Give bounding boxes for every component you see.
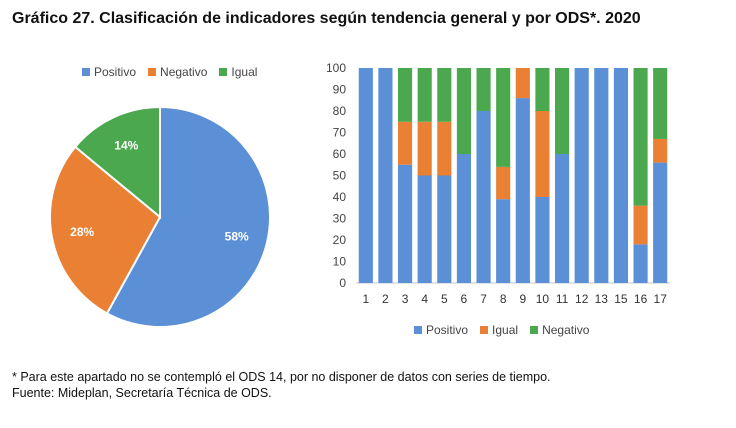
bar-segment-negativo	[535, 68, 550, 111]
legend-label: Positivo	[426, 323, 469, 337]
y-tick-label: 10	[333, 255, 347, 269]
x-tick-label: 3	[402, 292, 409, 306]
bar-segment-positivo	[398, 164, 413, 283]
bar-segment-negativo	[456, 68, 471, 154]
bar-segment-negativo	[437, 68, 452, 122]
y-tick-label: 100	[326, 61, 346, 75]
pie-slice-negativo	[48, 145, 162, 315]
bar-segment-positivo	[535, 197, 550, 283]
bar-segment-igual	[496, 166, 511, 200]
pie-slice-igual	[73, 105, 161, 220]
x-tick-label: 4	[421, 292, 428, 306]
bar-segment-positivo	[633, 244, 648, 283]
x-tick-label: 7	[480, 292, 487, 306]
bar-segment-igual	[417, 121, 432, 176]
bar-segment-negativo	[653, 68, 668, 139]
bar-segment-igual	[515, 68, 530, 99]
bar-segment-positivo	[378, 68, 393, 283]
bar-segment-positivo	[417, 175, 432, 283]
bar-segment-negativo	[496, 68, 511, 167]
x-tick-label: 2	[382, 292, 389, 306]
legend-label: Igual	[492, 323, 519, 337]
y-tick-label: 50	[333, 169, 347, 183]
x-tick-label: 17	[654, 292, 668, 306]
bar-legend-item: Igual	[480, 323, 518, 337]
x-tick-label: 12	[575, 292, 589, 306]
pie-legend: Positivo Negativo Igual	[82, 65, 257, 79]
pie-legend-item: Negativo	[148, 65, 207, 79]
legend-swatch	[148, 68, 157, 76]
bar-segment-igual	[535, 111, 550, 197]
source-note: Fuente: Mideplan, Secretaría Técnica de …	[12, 386, 272, 400]
bar-segment-igual	[398, 121, 413, 165]
x-tick-label: 9	[519, 292, 526, 306]
legend-swatch	[219, 68, 228, 76]
y-tick-label: 60	[333, 147, 347, 161]
bar-segment-igual	[653, 138, 668, 163]
bar-legend-item: Positivo	[414, 323, 468, 337]
legend-label: Igual	[231, 65, 258, 79]
legend-label: Negativo	[542, 323, 590, 337]
chart-title: Gráfico 27. Clasificación de indicadores…	[12, 10, 641, 27]
x-tick-label: 6	[461, 292, 468, 306]
x-tick-label: 15	[614, 292, 628, 306]
y-tick-label: 80	[333, 104, 347, 118]
footnote: * Para este apartado no se contempló el …	[12, 370, 551, 384]
legend-swatch	[414, 326, 422, 334]
y-tick-label: 20	[333, 233, 347, 247]
bar-segment-negativo	[398, 68, 413, 122]
bar-segment-positivo	[456, 154, 471, 283]
bar-segment-positivo	[476, 111, 491, 283]
bar-segment-positivo	[496, 199, 511, 283]
bar-segment-positivo	[574, 68, 589, 283]
legend-swatch	[82, 68, 90, 76]
bar-segment-igual	[437, 121, 452, 176]
legend-swatch	[530, 326, 539, 334]
bar-segment-positivo	[358, 68, 373, 283]
x-tick-label: 16	[634, 292, 648, 306]
x-tick-label: 10	[536, 292, 550, 306]
bar-segment-positivo	[515, 98, 530, 283]
legend-label: Negativo	[160, 65, 208, 79]
bar-segment-negativo	[555, 68, 570, 154]
pie-slice-label: 28%	[70, 225, 94, 239]
bar-legend: Positivo Igual Negativo	[414, 323, 589, 337]
bar-segment-positivo	[555, 154, 570, 283]
bar-segment-positivo	[594, 68, 609, 283]
bar-segment-negativo	[633, 68, 648, 206]
bar-segment-igual	[633, 205, 648, 245]
bar-segment-negativo	[476, 68, 491, 111]
y-tick-label: 0	[339, 276, 346, 290]
y-tick-label: 40	[333, 190, 347, 204]
x-tick-label: 8	[500, 292, 507, 306]
y-tick-label: 70	[333, 126, 347, 140]
bar-segment-positivo	[437, 175, 452, 283]
x-tick-label: 11	[556, 292, 569, 306]
legend-label: Positivo	[94, 65, 137, 79]
pie-slice-label: 14%	[114, 138, 138, 152]
pie-slice-label: 58%	[225, 230, 249, 244]
legend-swatch	[480, 326, 489, 334]
y-tick-label: 30	[333, 212, 347, 226]
bar-segment-positivo	[613, 68, 628, 283]
x-tick-label: 13	[595, 292, 609, 306]
pie-slice-positivo	[105, 105, 271, 328]
pie-legend-item: Positivo	[82, 65, 136, 79]
bar-legend-item: Negativo	[530, 323, 589, 337]
x-tick-label: 1	[362, 292, 369, 306]
x-tick-label: 5	[441, 292, 448, 306]
pie-legend-item: Igual	[219, 65, 257, 79]
bar-segment-negativo	[417, 68, 432, 122]
y-tick-label: 90	[333, 83, 347, 97]
bar-segment-positivo	[653, 162, 668, 283]
